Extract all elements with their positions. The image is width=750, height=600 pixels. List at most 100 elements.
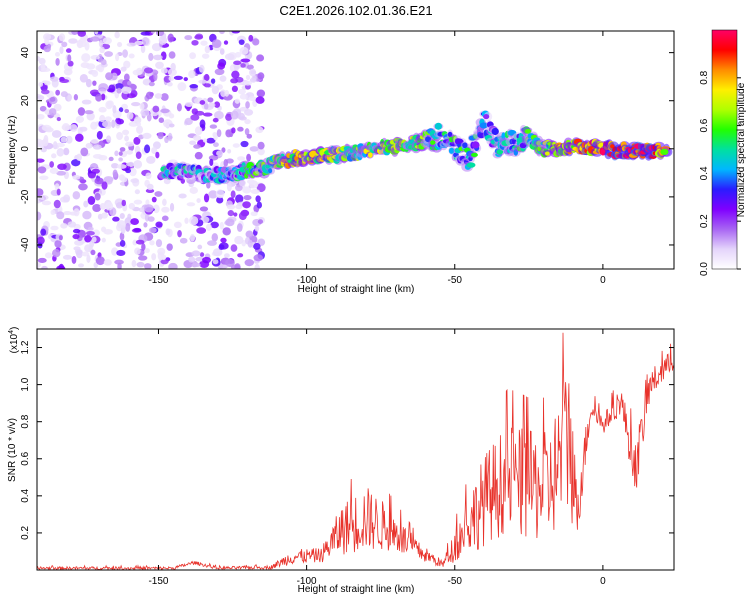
signal-cell bbox=[430, 140, 436, 146]
noise-cell bbox=[81, 53, 91, 63]
noise-cell bbox=[40, 63, 46, 70]
noise-cell bbox=[77, 107, 86, 116]
noise-cell bbox=[151, 196, 157, 203]
noise-cell bbox=[248, 34, 254, 42]
noise-cell bbox=[37, 158, 45, 163]
noise-cell bbox=[56, 265, 66, 269]
noise-cell bbox=[49, 161, 55, 168]
noise-cell bbox=[245, 230, 254, 239]
noise-cell bbox=[75, 133, 84, 142]
noise-cell bbox=[143, 222, 148, 228]
noise-cell bbox=[144, 144, 151, 154]
noise-cell bbox=[119, 213, 125, 220]
noise-cell bbox=[189, 140, 197, 145]
noise-cell bbox=[91, 236, 97, 243]
spectrogram-x-tick-label: 0 bbox=[600, 275, 606, 286]
noise-cell bbox=[162, 198, 167, 206]
snr-x-tick-label: -100 bbox=[297, 576, 317, 587]
noise-cell bbox=[245, 74, 251, 81]
noise-cell bbox=[164, 136, 169, 144]
noise-cell bbox=[255, 96, 265, 104]
noise-cell bbox=[128, 53, 135, 59]
noise-cell bbox=[216, 150, 224, 157]
noise-cell bbox=[136, 125, 144, 134]
noise-cell bbox=[213, 133, 218, 141]
noise-cell bbox=[81, 99, 92, 105]
noise-cell bbox=[210, 221, 219, 229]
noise-cell bbox=[223, 158, 229, 167]
noise-cell bbox=[82, 210, 92, 220]
noise-cell bbox=[191, 108, 199, 115]
signal-cell bbox=[462, 142, 468, 149]
noise-cell bbox=[160, 258, 169, 265]
noise-cell bbox=[99, 46, 105, 54]
noise-cell bbox=[37, 95, 45, 101]
noise-cell bbox=[120, 66, 127, 72]
noise-cell bbox=[79, 126, 88, 132]
signal-cell bbox=[483, 113, 490, 120]
noise-cell bbox=[239, 46, 249, 55]
noise-cell bbox=[147, 216, 155, 222]
spectrogram-y-axis-label: Frequency (Hz) bbox=[7, 116, 18, 185]
colorbar-label: Normalized spectral amplitude bbox=[736, 82, 747, 217]
noise-cell bbox=[155, 221, 163, 228]
noise-cell bbox=[100, 59, 107, 66]
spectrogram-frame bbox=[36, 30, 675, 270]
noise-cell bbox=[118, 151, 123, 156]
noise-cell bbox=[230, 78, 239, 84]
signal-cell bbox=[660, 148, 669, 156]
noise-cell bbox=[59, 46, 64, 55]
noise-cell bbox=[104, 116, 112, 122]
spectrogram-x-tick-label: -50 bbox=[448, 275, 463, 286]
noise-cell bbox=[121, 103, 128, 110]
noise-cell bbox=[86, 112, 95, 121]
noise-cell bbox=[103, 259, 112, 266]
noise-cell bbox=[242, 201, 251, 209]
noise-cell bbox=[204, 45, 211, 54]
noise-cell bbox=[116, 118, 124, 125]
noise-cell bbox=[125, 222, 131, 232]
noise-cell bbox=[246, 133, 253, 139]
noise-cell bbox=[116, 249, 126, 256]
signal-cell bbox=[524, 128, 532, 134]
noise-cell bbox=[94, 31, 99, 35]
noise-cell bbox=[55, 89, 60, 96]
spectrogram-y-tick-label: -20 bbox=[20, 189, 31, 204]
noise-cell bbox=[133, 199, 143, 205]
noise-cell bbox=[213, 111, 224, 120]
noise-cell bbox=[80, 147, 89, 157]
noise-cell bbox=[37, 236, 45, 245]
noise-cell bbox=[87, 196, 96, 205]
noise-cell bbox=[189, 84, 199, 89]
noise-cell bbox=[72, 233, 80, 240]
noise-cell bbox=[111, 72, 118, 81]
noise-cell bbox=[41, 89, 50, 95]
noise-cell bbox=[243, 109, 254, 116]
noise-cell bbox=[69, 124, 78, 132]
noise-cell bbox=[194, 34, 204, 40]
noise-cell bbox=[227, 149, 232, 154]
noise-cell bbox=[249, 146, 259, 152]
noise-cell bbox=[39, 105, 47, 112]
noise-cell bbox=[157, 132, 164, 140]
snr-frame bbox=[36, 328, 675, 571]
noise-cell bbox=[219, 75, 227, 82]
noise-cell bbox=[145, 91, 154, 100]
snr-y-tick-label: 0.8 bbox=[20, 414, 31, 428]
noise-cell bbox=[240, 63, 246, 68]
noise-cell bbox=[225, 218, 235, 227]
noise-cell bbox=[37, 257, 47, 263]
noise-cell bbox=[98, 106, 107, 113]
noise-cell bbox=[226, 204, 236, 210]
noise-cell bbox=[257, 72, 265, 80]
noise-cell bbox=[186, 202, 196, 207]
noise-cell bbox=[209, 158, 214, 167]
noise-cell bbox=[235, 184, 243, 192]
noise-cell bbox=[249, 77, 257, 83]
noise-cell bbox=[85, 231, 95, 236]
noise-cell bbox=[203, 112, 213, 117]
noise-cell bbox=[243, 195, 252, 201]
noise-cell bbox=[131, 259, 137, 268]
noise-cell bbox=[202, 138, 208, 143]
noise-cell bbox=[44, 127, 54, 133]
